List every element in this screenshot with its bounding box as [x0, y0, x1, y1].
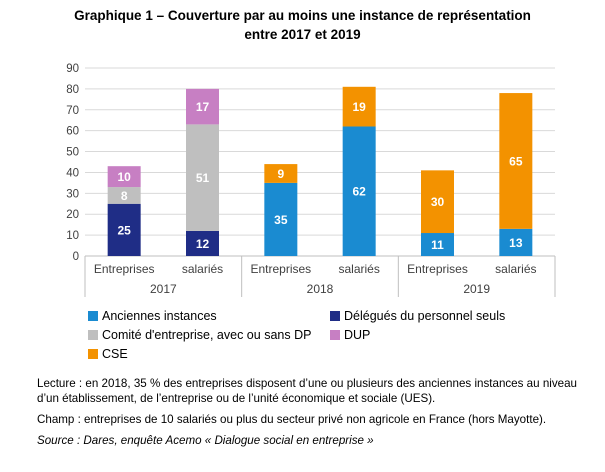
legend-swatch: [330, 330, 340, 340]
y-tick-label: 80: [66, 84, 79, 96]
x-category-label: Entreprises: [250, 262, 311, 276]
data-label: 62: [352, 185, 366, 199]
y-tick-label: 50: [66, 147, 79, 159]
data-label: 12: [196, 237, 210, 251]
bar-segment: [264, 182, 298, 256]
note-source: Source : Dares, enquête Acemo « Dialogue…: [37, 434, 374, 447]
note-lecture: Lecture : en 2018, 35 % des entreprises …: [37, 377, 577, 405]
y-tick-label: 20: [66, 209, 79, 221]
bar-segment: [264, 164, 298, 183]
chart-title: Graphique 1 – Couverture par au moins un…: [0, 6, 605, 44]
data-label: 10: [117, 170, 131, 184]
bar-segment: [107, 203, 141, 256]
data-label: 19: [352, 100, 366, 114]
legend-swatch: [330, 311, 340, 321]
data-label: 30: [431, 195, 445, 209]
data-label: 65: [509, 154, 523, 168]
legend-item-comite-entreprise: Comité d'entreprise, avec ou sans DP: [88, 328, 311, 342]
legend-item-anciennes-instances: Anciennes instances: [88, 309, 217, 323]
chart-title-line-2: entre 2017 et 2019: [244, 27, 361, 42]
x-category-label: Entreprises: [407, 262, 468, 276]
data-label: 17: [196, 100, 210, 114]
legend-item-dup: DUP: [330, 328, 370, 342]
legend-label: Comité d'entreprise, avec ou sans DP: [102, 328, 312, 342]
y-tick-label: 70: [66, 105, 79, 117]
chart-title-line-1: Graphique 1 – Couverture par au moins un…: [74, 8, 531, 23]
x-category-label: Entreprises: [94, 262, 155, 276]
y-tick-label: 10: [66, 230, 79, 242]
bar-segment: [186, 124, 219, 231]
note-champ: Champ : entreprises de 10 salariés ou pl…: [37, 413, 547, 426]
x-group-label: 2017: [150, 282, 177, 296]
x-category-label: salariés: [182, 262, 223, 276]
bar-segment: [499, 93, 533, 229]
data-label: 25: [117, 223, 131, 237]
y-tick-label: 30: [66, 188, 79, 200]
legend-item-delegues-du-personnel: Délégués du personnel seuls: [330, 309, 505, 323]
y-tick-label: 60: [66, 126, 79, 138]
bar-segment: [107, 187, 141, 204]
data-label: 9: [277, 167, 284, 181]
bar-segment: [186, 88, 219, 125]
legend-label: Anciennes instances: [102, 309, 217, 323]
data-label: 35: [274, 213, 288, 227]
legend-swatch: [88, 311, 98, 321]
data-label: 13: [509, 236, 523, 250]
legend-item-cse: CSE: [88, 347, 128, 361]
legend-label: Délégués du personnel seuls: [344, 309, 506, 323]
y-tick-label: 0: [73, 251, 79, 263]
bar-segment: [421, 170, 454, 234]
x-category-label: salariés: [495, 262, 536, 276]
y-tick-label: 90: [66, 63, 79, 75]
legend-label: DUP: [344, 328, 371, 342]
bar-segment: [107, 166, 141, 188]
x-group-label: 2018: [307, 282, 334, 296]
bar-segment: [342, 86, 376, 127]
bar-segment: [186, 230, 219, 256]
y-tick-label: 40: [66, 167, 79, 179]
bar-segment: [499, 228, 533, 256]
data-label: 11: [431, 238, 444, 252]
x-category-label: salariés: [338, 262, 379, 276]
x-group-label: 2019: [463, 282, 490, 296]
legend-swatch: [88, 349, 98, 359]
chart-notes: Lecture : en 2018, 35 % des entreprises …: [37, 376, 577, 454]
bar-segment: [342, 126, 376, 256]
legend-label: CSE: [102, 347, 128, 361]
legend-swatch: [88, 330, 98, 340]
bar-segment: [421, 233, 454, 256]
stacked-bar-chart: 0 10 20 30 40 50 60 70 80 90 25 8 10 Entreprises 12 51 1…: [66, 63, 556, 297]
data-label: 51: [196, 171, 210, 185]
data-label: 8: [121, 189, 128, 203]
